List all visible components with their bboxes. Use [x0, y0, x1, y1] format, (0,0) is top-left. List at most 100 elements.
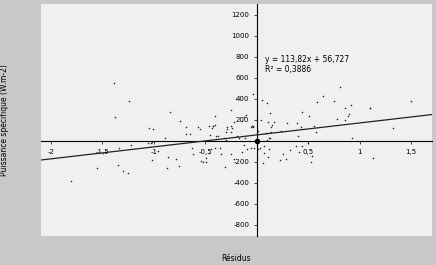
Point	[228, 124, 235, 128]
Point	[265, 147, 272, 151]
Point	[217, 152, 224, 157]
Point	[337, 85, 344, 89]
Point	[367, 105, 374, 110]
Point	[220, 136, 227, 140]
Point	[283, 157, 290, 161]
Point	[251, 146, 258, 150]
Point	[293, 121, 300, 125]
Point	[264, 155, 271, 159]
Point	[279, 152, 286, 156]
Point	[110, 81, 117, 85]
Point	[128, 143, 135, 147]
Point	[342, 105, 349, 110]
Point	[238, 150, 245, 154]
Point	[187, 132, 194, 136]
Point	[228, 126, 235, 130]
Point	[161, 136, 168, 140]
Point	[305, 114, 312, 118]
Point	[286, 148, 293, 152]
Point	[330, 99, 337, 103]
Point	[198, 158, 205, 163]
Point	[119, 169, 126, 174]
Point	[203, 156, 210, 160]
Point	[211, 123, 218, 127]
Point	[177, 119, 184, 123]
Point	[308, 160, 315, 164]
Point	[205, 124, 212, 129]
Point	[308, 153, 315, 158]
Point	[264, 101, 271, 105]
Point	[268, 123, 275, 127]
Point	[208, 126, 215, 131]
Point	[270, 120, 277, 124]
Point	[276, 158, 283, 162]
Point	[266, 136, 273, 140]
Point	[166, 110, 173, 114]
Point	[149, 126, 156, 131]
Point	[390, 126, 397, 130]
Point	[231, 120, 238, 124]
Point	[149, 140, 156, 144]
Point	[212, 114, 219, 118]
Point	[259, 98, 266, 102]
Point	[242, 113, 249, 118]
Point	[296, 150, 303, 154]
Point	[265, 120, 272, 125]
Point	[144, 140, 151, 145]
Point	[267, 130, 274, 134]
Point	[209, 124, 216, 128]
Point	[293, 144, 300, 148]
Point	[222, 138, 229, 142]
Point	[207, 133, 214, 137]
Point	[221, 165, 228, 170]
Point	[165, 155, 172, 159]
Y-axis label: Puissance spécifique (W.m-2): Puissance spécifique (W.m-2)	[0, 64, 10, 176]
Point	[260, 144, 267, 148]
Point	[334, 117, 341, 121]
Point	[182, 125, 189, 129]
Point	[310, 123, 317, 128]
Point	[215, 133, 222, 138]
Point	[247, 125, 254, 129]
Point	[249, 92, 256, 96]
Point	[189, 152, 196, 156]
Point	[369, 156, 376, 160]
Point	[235, 136, 242, 140]
Point	[200, 160, 207, 164]
Point	[241, 143, 248, 147]
X-axis label: Résidus: Résidus	[221, 254, 251, 263]
Point	[255, 147, 262, 152]
Point	[228, 130, 235, 134]
Point	[182, 132, 189, 136]
Point	[148, 158, 155, 162]
Point	[154, 149, 161, 153]
Point	[261, 151, 268, 156]
Point	[312, 130, 319, 134]
Point	[208, 147, 215, 151]
Point	[267, 111, 274, 115]
Point	[163, 166, 170, 170]
Point	[263, 131, 270, 135]
Point	[212, 137, 219, 142]
Point	[172, 157, 179, 161]
Point	[304, 141, 311, 145]
Text: y = 113,82x + 56,727
R² = 0,3886: y = 113,82x + 56,727 R² = 0,3886	[265, 55, 349, 74]
Point	[195, 125, 202, 129]
Point	[265, 136, 272, 140]
Point	[224, 125, 231, 129]
Point	[294, 134, 301, 138]
Point	[243, 147, 250, 151]
Point	[267, 125, 274, 129]
Point	[112, 115, 119, 120]
Point	[263, 138, 270, 142]
Point	[228, 108, 235, 112]
Point	[196, 127, 203, 131]
Point	[349, 136, 356, 140]
Point	[232, 97, 239, 101]
Point	[223, 127, 230, 131]
Point	[241, 136, 248, 140]
Point	[145, 126, 152, 130]
Point	[94, 166, 101, 170]
Point	[238, 119, 245, 123]
Point	[314, 100, 321, 104]
